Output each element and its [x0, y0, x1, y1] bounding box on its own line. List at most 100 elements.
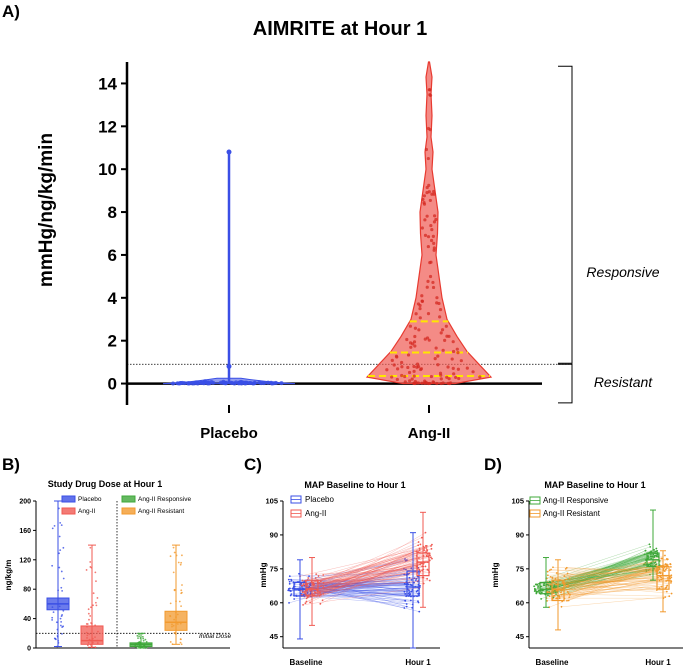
chart-c-ytick-label: 75: [270, 564, 278, 573]
chart-c-point: [410, 578, 413, 581]
chart-b-point-resistant: [176, 623, 179, 625]
legend-b-resistant: Ang-II Resistant: [138, 508, 184, 515]
chart-c-pair-line: [317, 549, 425, 591]
chart-d-point: [566, 572, 569, 575]
chart-d-box: [551, 579, 565, 602]
chart-c-pair-line: [307, 571, 421, 585]
chart-c-pair-line: [301, 544, 421, 596]
chart-b-point-placebo: [58, 566, 61, 569]
chart-c-pair-line: [310, 556, 429, 589]
chart-c-pair-line: [313, 550, 417, 587]
angii-point: [441, 348, 445, 352]
chart-b-point-responsive: [137, 637, 139, 640]
chart-d-pair-line: [553, 558, 663, 591]
chart-c-point: [419, 563, 421, 566]
chart-b-point-responsive: [142, 639, 145, 642]
chart-c-point: [300, 584, 303, 587]
chart-b-point-responsive: [144, 638, 147, 641]
chart-d-point: [567, 584, 570, 586]
chart-d-point: [555, 593, 557, 595]
angii-point: [414, 312, 418, 316]
chart-b-point-angii: [86, 644, 89, 647]
chart-c-pair-line: [290, 573, 410, 596]
chart-c-point: [288, 582, 291, 585]
chart-d-point: [658, 579, 661, 582]
chart-c-point: [408, 576, 411, 579]
chart-c-pair-line: [323, 545, 426, 576]
chart-d-pair-line: [553, 581, 672, 597]
chart-d-point: [568, 596, 571, 599]
chart-c-pair-line: [322, 555, 424, 601]
chart-c-pair-line: [294, 578, 417, 589]
chart-d-point: [670, 580, 673, 583]
chart-c-pair-line: [321, 570, 429, 595]
chart-d-point: [659, 572, 662, 575]
legend-b-swatch-angii: [61, 507, 76, 515]
chart-c-xtick-baseline: Baseline: [290, 658, 323, 667]
angii-point: [428, 93, 433, 98]
chart-b-point-responsive: [138, 642, 140, 645]
chart-d-point: [664, 587, 667, 590]
chart-c-pair-line: [307, 584, 411, 592]
chart-b-point-responsive: [139, 643, 142, 645]
chart-b-point-placebo: [59, 521, 62, 524]
chart-c-point: [426, 548, 428, 551]
chart-d-point: [553, 585, 556, 588]
chart-d-point: [649, 562, 652, 565]
chart-c-pair-line: [300, 553, 428, 591]
chart-c-point: [431, 557, 433, 560]
chart-c-point: [431, 543, 433, 546]
chart-d-pair-line: [556, 580, 667, 592]
chart-c-point: [315, 573, 318, 576]
chart-d-pair-line: [557, 570, 657, 590]
chart-d-point: [560, 589, 563, 592]
chart-c-point: [322, 592, 325, 595]
angii-point: [451, 349, 456, 354]
chart-c-point: [429, 556, 432, 559]
chart-d-pair-line: [561, 568, 664, 591]
chart-d-pair-line: [555, 559, 648, 595]
angii-point: [427, 338, 431, 342]
angii-point: [413, 334, 417, 339]
angii-point: [422, 194, 427, 198]
angii-point: [420, 299, 424, 303]
chart-c-point: [293, 598, 296, 600]
angii-point: [451, 366, 455, 370]
angii-point: [403, 380, 407, 384]
chart-c-point: [320, 593, 322, 596]
chart-b-point-angii: [91, 637, 94, 640]
chart-c-pair-line: [306, 577, 424, 584]
chart-b-point-angii: [92, 592, 95, 595]
chart-c-point: [403, 590, 406, 593]
chart-d-pair-line: [555, 566, 656, 593]
chart-c-pair-line: [294, 586, 413, 608]
angii-point: [432, 220, 437, 224]
chart-c-point: [306, 583, 309, 586]
chart-c-point: [309, 583, 311, 586]
chart-c-pair-line: [307, 584, 409, 594]
chart-c-pair-line: [306, 583, 412, 586]
chart-d-point: [664, 563, 667, 565]
chart-c-point: [423, 546, 426, 549]
chart-d-point: [665, 590, 668, 593]
chart-b-point-angii: [85, 631, 88, 634]
chart-d-pair-line: [563, 579, 662, 585]
angii-point: [385, 368, 389, 372]
chart-b-ytick-label: 0: [27, 646, 31, 653]
chart-c-pair-line: [311, 569, 424, 595]
angii-point: [431, 285, 436, 290]
angii-point: [425, 214, 429, 218]
chart-c-pair-line: [307, 563, 424, 590]
chart-c-point: [289, 589, 292, 592]
chart-d-point: [649, 555, 652, 558]
chart-b-point-resistant: [173, 632, 176, 634]
chart-d-point: [654, 550, 657, 553]
chart-d-pair-line: [549, 569, 666, 571]
chart-a-ytick-label: 12: [98, 117, 117, 136]
chart-c-point: [424, 531, 427, 534]
chart-b-point-resistant: [175, 616, 177, 618]
angii-point: [418, 307, 422, 311]
placebo-point: [259, 381, 264, 386]
bracket-responsive: [558, 65, 573, 364]
chart-d-pair-line: [550, 571, 658, 590]
